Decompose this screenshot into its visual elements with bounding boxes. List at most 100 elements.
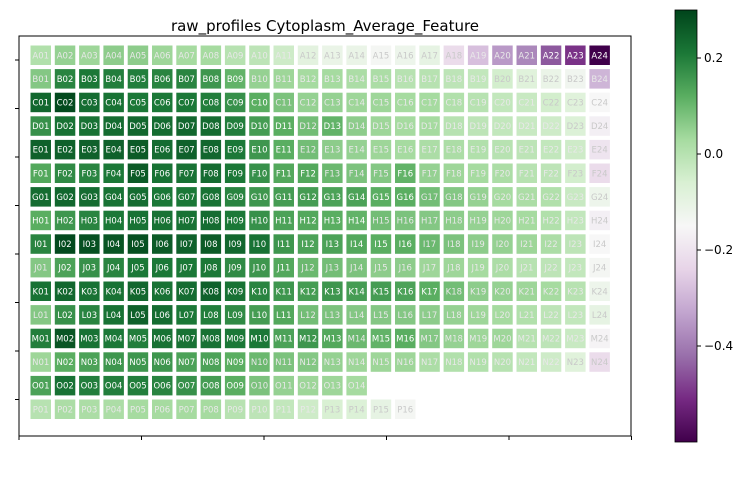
- well-label: K09: [227, 287, 243, 297]
- well-label: I11: [277, 240, 290, 250]
- well-label: F20: [495, 169, 511, 179]
- well-label: O04: [105, 382, 123, 392]
- well-label: G19: [469, 193, 486, 203]
- heatmap-cell: [492, 234, 513, 254]
- well-label: I15: [374, 240, 387, 250]
- well-label: J10: [252, 264, 266, 274]
- well-label: H14: [348, 216, 365, 226]
- well-label: B17: [421, 75, 438, 85]
- heatmap-cell: [419, 69, 440, 89]
- heatmap-cell: [297, 305, 319, 325]
- well-label: N02: [56, 358, 73, 368]
- heatmap-cell: [516, 257, 537, 278]
- well-label: D14: [348, 122, 365, 132]
- well-label: H08: [202, 216, 219, 226]
- well-label: K03: [81, 287, 97, 297]
- heatmap-cell: [200, 116, 222, 136]
- well-label: H04: [105, 216, 122, 226]
- heatmap-cell: [443, 187, 465, 207]
- well-label: F02: [57, 169, 73, 179]
- heatmap-cell: [540, 352, 562, 372]
- well-label: P08: [203, 405, 219, 415]
- heatmap-cell: [200, 257, 222, 278]
- well-label: N16: [397, 358, 414, 368]
- heatmap-cell: [540, 116, 562, 136]
- heatmap-cell: [565, 116, 586, 136]
- heatmap-cell: [273, 163, 294, 183]
- well-label: L12: [300, 311, 316, 321]
- well-label: D18: [445, 122, 462, 132]
- well-label: G09: [226, 193, 243, 203]
- heatmap-cell: [103, 163, 124, 183]
- well-label: C24: [591, 98, 608, 108]
- well-label: B09: [227, 75, 244, 85]
- well-label: C10: [251, 98, 268, 108]
- well-label: A21: [518, 51, 535, 61]
- heatmap-cell: [79, 163, 100, 183]
- heatmap-cell: [395, 210, 416, 231]
- well-label: D16: [397, 122, 414, 132]
- well-label: L21: [519, 311, 535, 321]
- heatmap-cell: [589, 234, 610, 254]
- well-label: I13: [326, 240, 339, 250]
- heatmap-cell: [565, 281, 586, 301]
- heatmap-cell: [540, 234, 562, 254]
- heatmap-cell: [443, 281, 465, 301]
- heatmap-cell: [346, 69, 367, 89]
- well-label: E15: [373, 146, 389, 156]
- heatmap-cell: [54, 139, 76, 160]
- well-label: C12: [300, 98, 317, 108]
- heatmap-cell: [200, 139, 222, 160]
- heatmap-cell: [589, 69, 610, 89]
- heatmap-cell: [395, 187, 416, 207]
- heatmap-cell: [103, 69, 124, 89]
- heatmap-cell: [419, 352, 440, 372]
- well-label: I02: [58, 240, 71, 250]
- heatmap-cell: [200, 210, 222, 231]
- heatmap-cell: [565, 234, 586, 254]
- heatmap-cell: [346, 328, 367, 349]
- well-label: H13: [324, 216, 341, 226]
- well-label: M10: [250, 334, 268, 344]
- well-label: I21: [520, 240, 533, 250]
- heatmap-cell: [467, 187, 489, 207]
- heatmap-cell: [127, 69, 149, 89]
- heatmap-cell: [249, 69, 270, 89]
- heatmap-cell: [249, 328, 270, 349]
- heatmap-cell: [176, 163, 197, 183]
- heatmap-cell: [589, 257, 610, 278]
- well-label: F17: [422, 169, 438, 179]
- heatmap-cell: [103, 92, 124, 113]
- well-label: I10: [253, 240, 266, 250]
- heatmap-cell: [249, 163, 270, 183]
- well-label: N20: [494, 358, 511, 368]
- heatmap-cell: [370, 352, 392, 372]
- heatmap-cell: [297, 328, 319, 349]
- heatmap-cell: [79, 92, 100, 113]
- well-label: A19: [470, 51, 487, 61]
- heatmap-cell: [103, 352, 124, 372]
- well-label: H02: [56, 216, 73, 226]
- colorbar-tick-label: 0.2: [704, 51, 723, 65]
- heatmap-cell: [322, 281, 343, 301]
- heatmap-cell: [249, 45, 270, 65]
- heatmap-cell: [297, 163, 319, 183]
- heatmap-cell: [152, 92, 173, 113]
- heatmap-cell: [370, 45, 392, 65]
- heatmap-cell: [443, 257, 465, 278]
- heatmap-cell: [176, 92, 197, 113]
- well-label: A23: [567, 51, 584, 61]
- well-label: A04: [105, 51, 122, 61]
- heatmap-cell: [79, 257, 100, 278]
- well-label: C22: [543, 98, 560, 108]
- heatmap-cell: [443, 234, 465, 254]
- heatmap-cell: [540, 45, 562, 65]
- well-label: O08: [202, 382, 220, 392]
- heatmap-cell: [516, 45, 537, 65]
- heatmap-cell: [176, 139, 197, 160]
- well-label: E06: [154, 146, 170, 156]
- heatmap-cell: [516, 234, 537, 254]
- well-label: B20: [494, 75, 511, 85]
- well-label: G03: [81, 193, 98, 203]
- heatmap-cell: [322, 234, 343, 254]
